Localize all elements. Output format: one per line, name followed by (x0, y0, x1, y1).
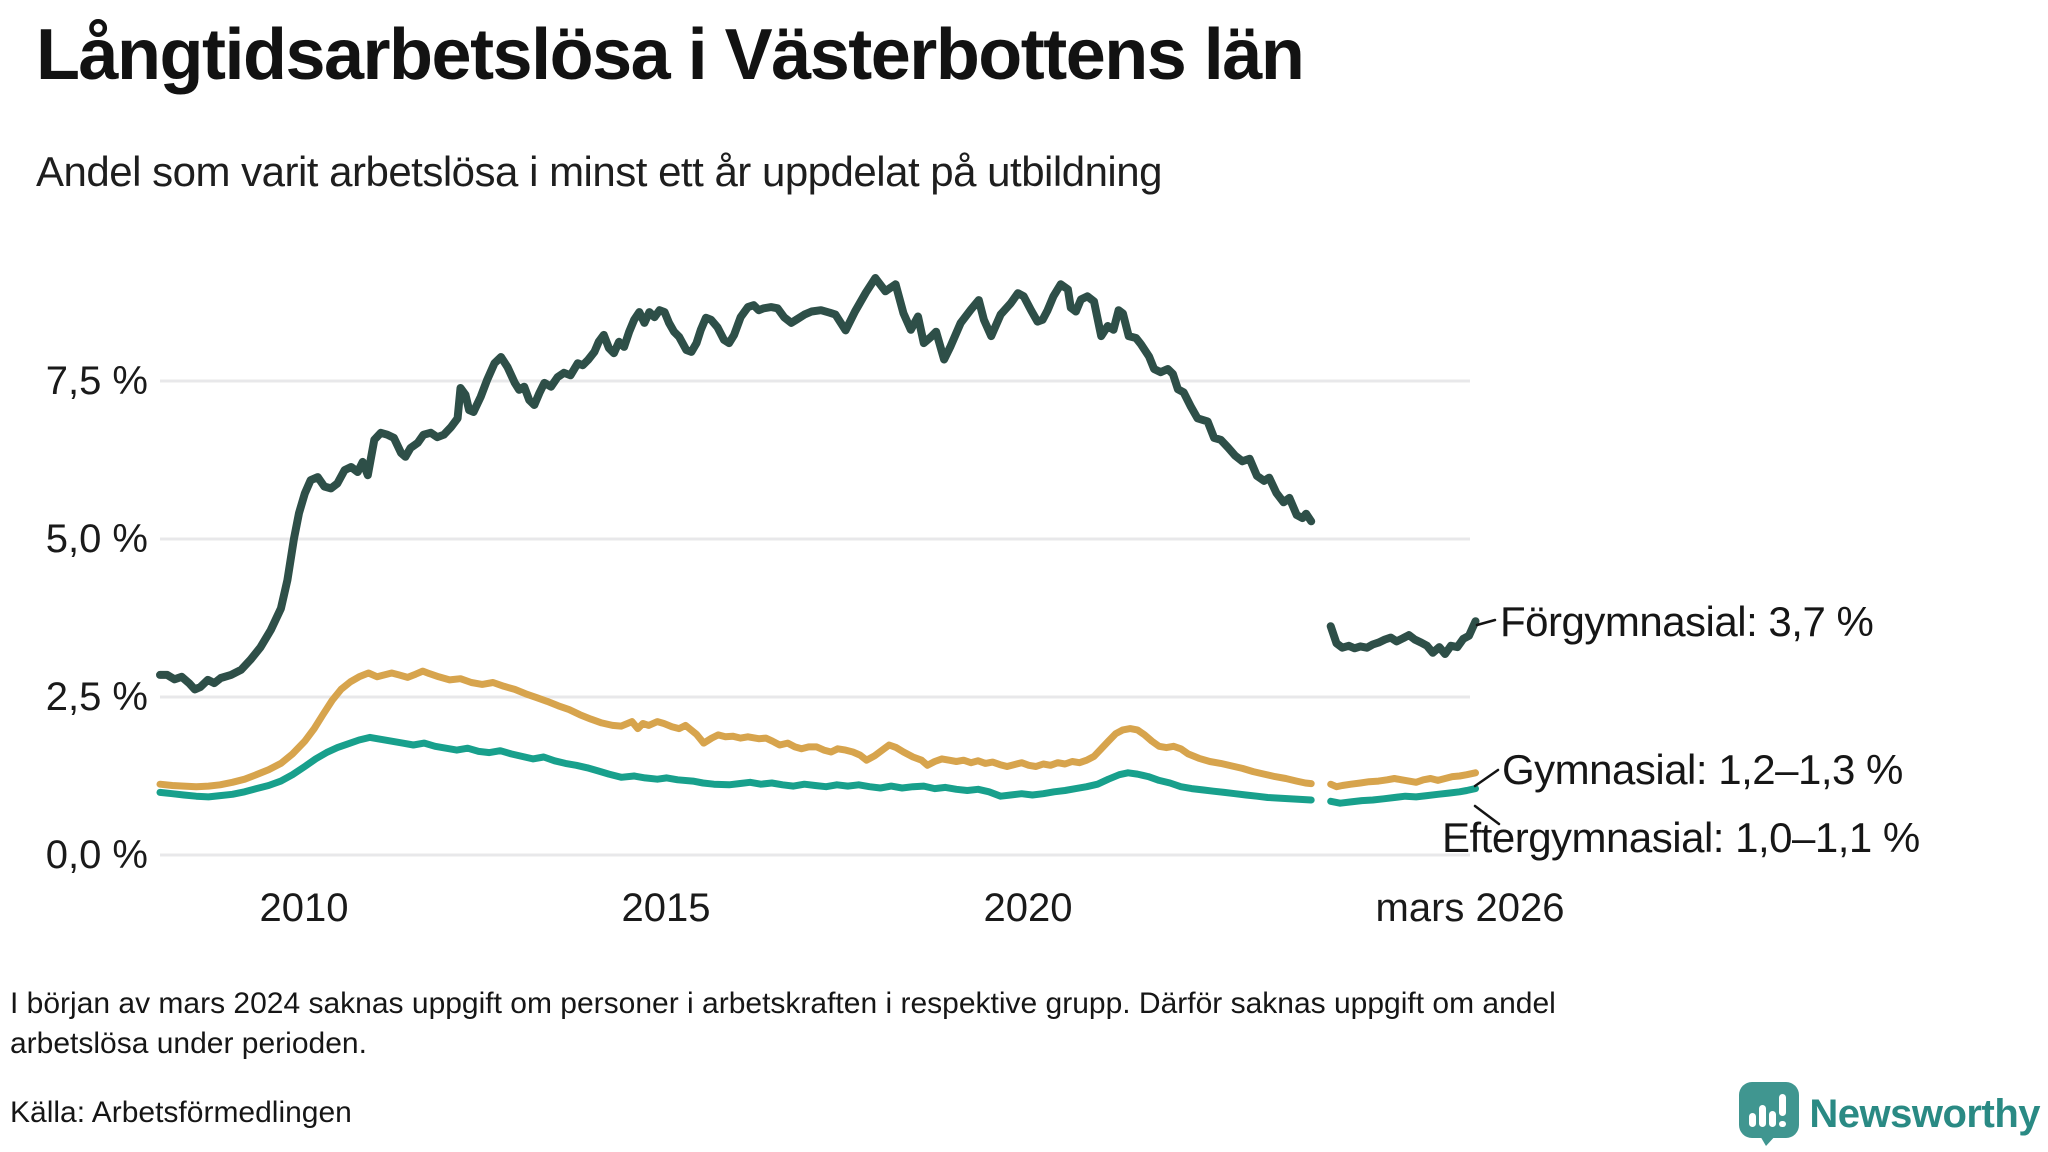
x-tick-2015: 2015 (621, 886, 711, 930)
series-line-eftergymnasial-segment-2 (1327, 785, 1479, 807)
y-tick-2-5: 2,5 % (45, 675, 148, 719)
chart-title: Långtidsarbetslösa i Västerbottens län (36, 15, 1305, 95)
brand-logo: Newsworthy (1739, 1082, 2040, 1146)
series-lines (156, 274, 1480, 807)
brand-wordmark: Newsworthy (1809, 1091, 2040, 1136)
connector-forgymnasial (1475, 618, 1497, 627)
x-tick-2020: 2020 (983, 886, 1073, 930)
y-tick-5-0: 5,0 % (45, 517, 148, 561)
series-line-gymnasial-segment-1 (156, 667, 1315, 791)
series-line-eftergymnasial-segment-1 (156, 733, 1315, 804)
x-tick-2010: 2010 (259, 886, 349, 930)
series-label-eftergymnasial: Eftergymnasial: 1,0–1,1 % (1442, 814, 1920, 861)
series-label-gymnasial: Gymnasial: 1,2–1,3 % (1502, 746, 1903, 793)
connector-eftergymnasial (1473, 804, 1501, 826)
label-connectors (1473, 618, 1501, 826)
newsworthy-speech-bubble-bar-chart-icon (1739, 1082, 1800, 1146)
chart-subtitle: Andel som varit arbetslösa i minst ett å… (36, 148, 1162, 195)
footnote: I början av mars 2024 saknas uppgift om … (10, 987, 1556, 1060)
gridlines (160, 379, 1470, 857)
source-line: Källa: Arbetsförmedlingen (10, 1096, 352, 1129)
y-tick-0-0: 0,0 % (45, 833, 148, 877)
series-line-gymnasial-segment-2 (1327, 769, 1479, 791)
connector-gymnasial (1473, 768, 1500, 788)
x-tick-mars-2026: mars 2026 (1375, 886, 1565, 930)
series-line-forgymnasial-segment-2 (1326, 617, 1480, 658)
series-line-forgymnasial-segment-1 (156, 274, 1316, 694)
series-label-forgymnasial: Förgymnasial: 3,7 % (1500, 598, 1874, 645)
y-tick-7-5: 7,5 % (45, 359, 148, 403)
